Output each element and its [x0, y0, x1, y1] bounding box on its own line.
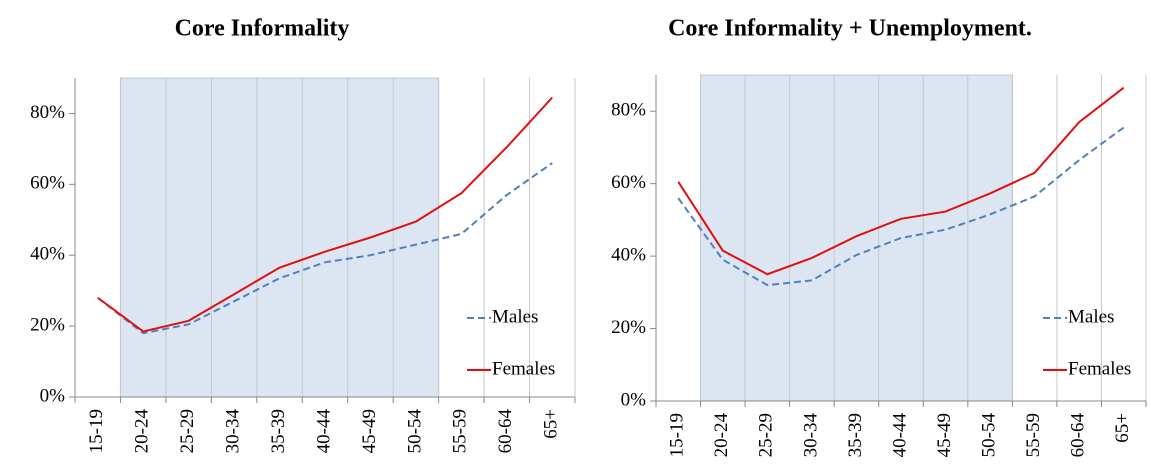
x-tick-label: 15-19: [667, 413, 688, 457]
x-tick-label: 55-59: [1023, 413, 1044, 457]
x-tick-label: 25-29: [177, 409, 198, 453]
shaded-region: [119, 77, 440, 398]
y-tick-label: 80%: [611, 100, 646, 121]
series-line: [677, 86, 1125, 276]
legend-label: Females: [1068, 358, 1131, 379]
x-tick-label: 25-29: [756, 413, 777, 457]
x-tick-label: 35-39: [268, 409, 289, 453]
x-tick-label: 60-64: [495, 409, 516, 454]
shaded-region: [700, 74, 1013, 402]
x-tick-label: 35-39: [845, 413, 866, 457]
y-tick-label: 80%: [30, 102, 65, 123]
x-tick-label: 30-34: [800, 413, 821, 458]
chart-title: Core Informality + Unemployment.: [668, 16, 1032, 42]
legend-label: Males: [1068, 306, 1114, 327]
x-tick-label: 60-64: [1068, 413, 1089, 458]
y-tick-label: 20%: [611, 317, 646, 338]
legend-label: Males: [492, 306, 538, 327]
series-line: [97, 96, 554, 333]
y-tick-label: 0%: [40, 385, 66, 406]
y-tick-label: 40%: [30, 244, 65, 265]
y-tick-label: 40%: [611, 244, 646, 265]
x-tick-label: 40-44: [313, 409, 334, 454]
x-tick-label: 50-54: [978, 413, 999, 458]
y-tick-label: 60%: [611, 172, 646, 193]
x-tick-label: 15-19: [86, 409, 107, 453]
legend-label: Females: [492, 358, 555, 379]
x-tick-label: 40-44: [889, 413, 910, 458]
x-tick-label: 65+: [541, 409, 562, 439]
x-tick-label: 20-24: [132, 409, 153, 454]
y-tick-label: 0%: [621, 389, 647, 410]
x-tick-label: 45-49: [934, 413, 955, 457]
y-tick-label: 20%: [30, 314, 65, 335]
x-tick-label: 30-34: [222, 409, 243, 454]
series-line: [677, 126, 1125, 287]
x-tick-label: 45-49: [359, 409, 380, 453]
x-tick-label: 55-59: [450, 409, 471, 453]
series-line: [97, 162, 553, 335]
chart-title: Core Informality: [175, 16, 350, 42]
x-tick-label: 20-24: [711, 413, 732, 458]
y-tick-label: 60%: [30, 173, 65, 194]
x-tick-label: 50-54: [404, 409, 425, 454]
x-tick-label: 65+: [1112, 413, 1133, 443]
